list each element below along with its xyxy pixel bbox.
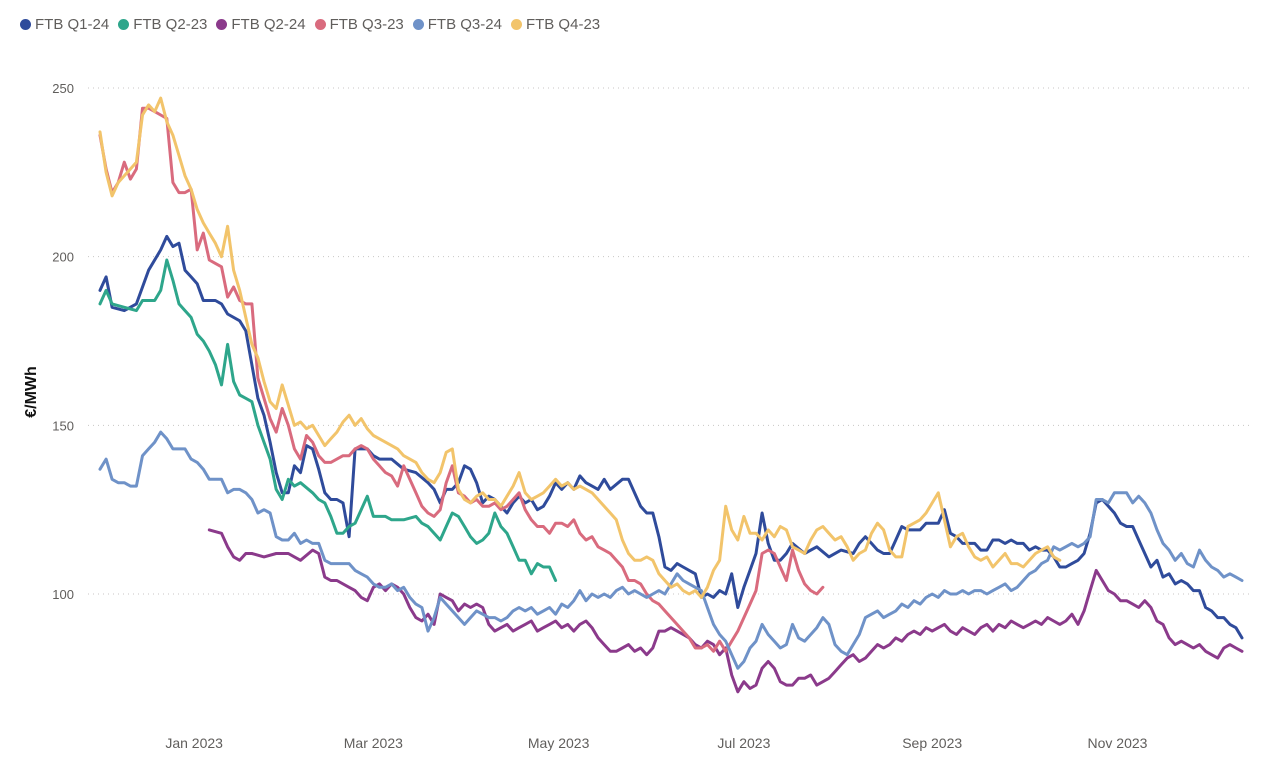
series-lines <box>98 96 1244 694</box>
legend-dot-icon <box>216 19 228 30</box>
y-tick-label: 200 <box>52 250 74 265</box>
legend-item[interactable]: FTB Q2-23 <box>118 16 207 33</box>
gridlines <box>88 87 1252 595</box>
y-tick-label: 250 <box>52 81 74 96</box>
x-tick-label: Nov 2023 <box>1088 735 1148 751</box>
x-tick-label: Jan 2023 <box>165 735 223 751</box>
legend-label: FTB Q2-23 <box>133 16 208 33</box>
legend-label: FTB Q3-24 <box>427 16 502 33</box>
legend-item[interactable]: FTB Q4-23 <box>510 16 601 33</box>
legend-dot-icon <box>118 19 130 30</box>
x-tick-label: Mar 2023 <box>344 735 403 751</box>
legend-dot-icon <box>314 19 326 30</box>
legend-item[interactable]: FTB Q1-24 <box>20 16 109 33</box>
x-tick-label: Sep 2023 <box>902 735 962 751</box>
legend-dot-icon <box>20 19 31 30</box>
series-line-ftb-q3-24[interactable] <box>98 430 1244 670</box>
y-tick-label: 100 <box>52 587 74 602</box>
chart-legend: FTB Q1-24 FTB Q2-23 FTB Q2-24 FTB Q3-23 FTB … <box>20 16 609 33</box>
legend-item[interactable]: FTB Q3-24 <box>412 16 502 33</box>
legend-item[interactable]: FTB Q2-24 <box>216 16 306 33</box>
y-axis-title: €/MWh <box>23 366 40 418</box>
series-line-ftb-q4-23[interactable] <box>98 96 1062 599</box>
series-line-ftb-q2-24[interactable] <box>207 528 1244 694</box>
x-axis-ticks: Jan 2023 Mar 2023 May 2023 Jul 2023 Sep 2023… <box>165 735 1147 751</box>
legend-dot-icon <box>510 19 522 30</box>
y-tick-label: 150 <box>52 418 74 433</box>
legend-dot-icon <box>412 19 424 30</box>
legend-label: FTB Q2-24 <box>231 16 306 33</box>
series-line-ftb-q2-23[interactable] <box>98 258 558 582</box>
x-tick-label: Jul 2023 <box>717 735 770 751</box>
legend-label: FTB Q4-23 <box>525 16 601 33</box>
legend-label: FTB Q3-23 <box>329 16 404 33</box>
y-axis-ticks: 100 150 200 250 <box>52 81 74 602</box>
x-tick-label: May 2023 <box>528 735 590 751</box>
legend-item[interactable]: FTB Q3-23 <box>314 16 404 33</box>
series-line-ftb-q1-24[interactable] <box>98 234 1244 640</box>
legend-label: FTB Q1-24 <box>35 16 110 33</box>
